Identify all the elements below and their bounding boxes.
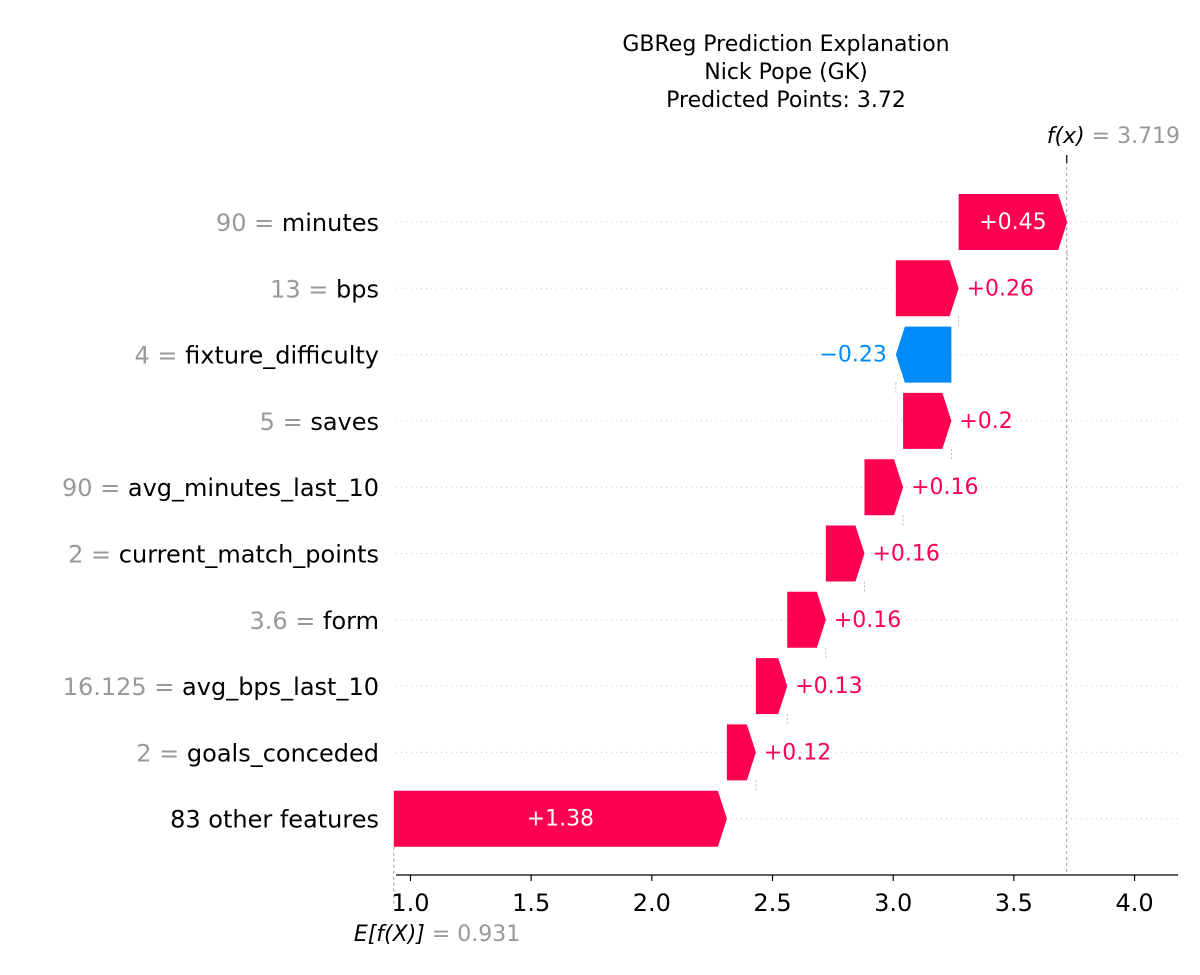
feature-value: 90 = — [216, 209, 282, 237]
contribution-label: +0.16 — [872, 542, 939, 567]
feature-label: 13 = bps — [270, 275, 379, 303]
output-value-label: f(x) = 3.719 — [1047, 124, 1180, 149]
contribution-label: +0.13 — [795, 674, 862, 699]
output-value-symbol: f(x) — [1047, 124, 1085, 149]
feature-name: 83 other features — [170, 806, 379, 834]
feature-value: 2 = — [136, 739, 187, 767]
chart-title-line-1: GBReg Prediction Explanation — [622, 32, 950, 57]
contribution-label: +0.2 — [959, 409, 1012, 434]
feature-name: form — [323, 607, 379, 635]
bar-fixture-difficulty — [895, 326, 952, 383]
x-tick-label: 2.5 — [753, 889, 791, 917]
x-tick-label: 2.0 — [633, 889, 671, 917]
chart-title-line-2: Nick Pope (GK) — [704, 60, 868, 85]
feature-label: 5 = saves — [260, 408, 379, 436]
feature-name: avg_bps_last_10 — [182, 673, 379, 701]
x-tick-label: 1.5 — [512, 889, 550, 917]
feature-value: 5 = — [260, 408, 311, 436]
contribution-label: −0.23 — [819, 343, 886, 368]
x-tick-label: 3.0 — [874, 889, 912, 917]
contribution-label: +0.16 — [911, 475, 978, 500]
output-value-number: = 3.719 — [1085, 124, 1180, 149]
base-value-symbol: E[f(X)] — [354, 922, 425, 947]
feature-name: saves — [310, 408, 379, 436]
feature-label: 2 = goals_conceded — [136, 739, 379, 767]
feature-value: 16.125 = — [63, 673, 182, 701]
feature-value: 2 = — [68, 541, 119, 569]
chart-title-line-3: Predicted Points: 3.72 — [666, 88, 906, 113]
feature-value: 3.6 = — [249, 607, 323, 635]
base-value-number: = 0.931 — [425, 922, 520, 947]
x-tick-label: 3.5 — [995, 889, 1033, 917]
base-value-label: E[f(X)] = 0.931 — [354, 922, 520, 947]
feature-label: 4 = fixture_difficulty — [135, 342, 379, 370]
contribution-label: +0.12 — [764, 740, 831, 765]
x-tick-label: 4.0 — [1115, 889, 1153, 917]
feature-name: avg_minutes_last_10 — [128, 474, 379, 502]
feature-label: 2 = current_match_points — [68, 541, 379, 569]
bar-83-other-features — [393, 790, 727, 847]
bar-minutes — [958, 194, 1068, 250]
bar-bps — [895, 260, 959, 317]
feature-value: 13 = — [270, 275, 336, 303]
bar-avg-minutes-last-10 — [864, 459, 904, 516]
bar-avg-bps-last-10 — [755, 658, 788, 715]
feature-label: 16.125 = avg_bps_last_10 — [63, 673, 379, 701]
feature-label: 90 = avg_minutes_last_10 — [62, 474, 379, 502]
feature-label: 3.6 = form — [249, 607, 379, 635]
feature-label: 83 other features — [170, 806, 379, 834]
feature-name: goals_conceded — [187, 739, 379, 767]
feature-label: 90 = minutes — [216, 209, 379, 237]
contribution-label: +1.38 — [527, 807, 594, 832]
contribution-label: +0.45 — [979, 210, 1046, 235]
feature-name: bps — [336, 275, 379, 303]
feature-value: 90 = — [62, 474, 128, 502]
bar-goals-conceded — [726, 724, 756, 781]
x-tick-label: 1.0 — [391, 889, 429, 917]
bar-saves — [903, 392, 952, 449]
contribution-label: +0.16 — [834, 608, 901, 633]
bar-current-match-points — [825, 525, 865, 582]
feature-value: 4 = — [135, 342, 186, 370]
contribution-label: +0.26 — [967, 276, 1034, 301]
feature-name: current_match_points — [119, 541, 379, 569]
bar-form — [787, 591, 826, 648]
feature-name: minutes — [282, 209, 379, 237]
feature-name: fixture_difficulty — [185, 342, 379, 370]
